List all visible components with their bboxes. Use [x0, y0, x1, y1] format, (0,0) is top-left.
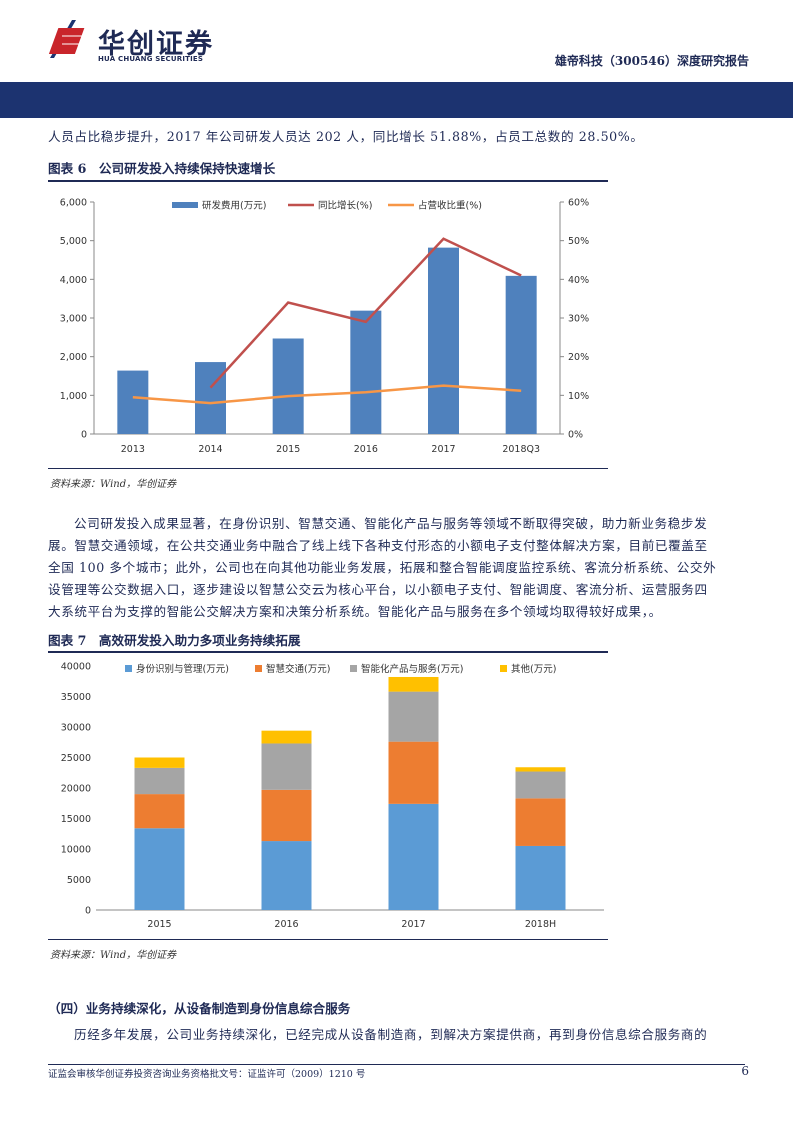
y-left-tick-label: 4,000 [60, 275, 87, 286]
page-number: 6 [741, 1064, 749, 1078]
y-right-tick-label: 0% [568, 430, 583, 441]
y-right-tick-label: 50% [568, 236, 589, 247]
x-tick-label: 2017 [401, 919, 425, 930]
stacked-bar-segment [515, 798, 566, 846]
legend-label: 智能化产品与服务(万元) [361, 663, 463, 675]
y-tick-label: 35000 [61, 692, 91, 703]
stacked-bar-segment [261, 730, 312, 744]
series-line [209, 237, 522, 389]
y-tick-label: 15000 [61, 814, 91, 825]
legend-swatch [500, 665, 507, 672]
legend-label: 同比增长(%) [318, 200, 372, 212]
y-right-tick-label: 10% [568, 391, 589, 402]
intro-line: 人员占比稳步提升，2017 年公司研发人员达 202 人，同比增长 51.88%… [48, 129, 644, 144]
figure7-source: 资料来源：Wind，华创证券 [50, 950, 177, 961]
section-heading: （四）业务持续深化，从设备制造到身份信息综合服务 [48, 1001, 351, 1016]
y-tick-label: 40000 [61, 662, 91, 673]
figure6-top-rule [48, 180, 608, 182]
stacked-bar-segment [134, 794, 185, 829]
y-right-tick-label: 30% [568, 314, 589, 325]
y-left-tick-label: 1,000 [60, 391, 87, 402]
y-tick-label: 0 [85, 906, 91, 917]
y-left-tick-label: 3,000 [60, 314, 87, 325]
y-left-tick-label: 2,000 [60, 352, 87, 363]
section-paragraph: 历经多年发展，公司业务持续深化，已经完成从设备制造商，到解决方案提供商，再到身份… [74, 1027, 708, 1042]
paragraph-line: 大系统平台为支撑的智能公交解决方案和决策分析系统。智能化产品与服务在多个领域均取… [48, 604, 662, 619]
header-band [0, 82, 793, 118]
figure6-chart: 0 1,000 2,000 3,000 4,000 5,000 6,000 0% 10% 20% 3… [60, 198, 589, 456]
logo-subtext: HUA CHUANG SECURITIES [98, 55, 204, 63]
y-tick-label: 5000 [67, 875, 91, 886]
y-tick-label: 25000 [61, 753, 91, 764]
y-right-tick-label: 20% [568, 352, 589, 363]
figure6-title: 图表 6 公司研发投入持续保持快速增长 [48, 161, 276, 176]
y-left-tick-label: 0 [81, 430, 87, 441]
stacked-bar-segment [261, 743, 312, 790]
x-tick-label: 2018Q3 [502, 444, 540, 455]
bar [272, 338, 304, 434]
stacked-bar-segment [388, 676, 439, 692]
footer-rule [48, 1064, 745, 1065]
stacked-bar-segment [134, 757, 185, 768]
logo-icon [48, 20, 90, 58]
bar [117, 370, 149, 434]
figure7-title: 图表 7 高效研发投入助力多项业务持续拓展 [48, 633, 301, 648]
y-right-tick-label: 40% [568, 275, 589, 286]
paragraph-line: 设管理等公交数据入口，逐步建设以智慧公交云为核心平台，以小额电子支付、智能调度、… [48, 582, 708, 597]
x-tick-label: 2014 [198, 444, 222, 455]
logo-text: 华创证券 [98, 29, 214, 60]
x-tick-label: 2016 [274, 919, 298, 930]
legend-swatch [125, 665, 132, 672]
stacked-bar-segment [134, 828, 185, 910]
figure6-source: 资料来源：Wind，华创证券 [50, 479, 177, 490]
x-tick-label: 2018H [525, 919, 556, 930]
y-left-tick-label: 6,000 [60, 198, 87, 209]
stacked-bar-segment [261, 789, 312, 842]
y-tick-label: 10000 [61, 845, 91, 856]
legend-swatch [255, 665, 262, 672]
x-tick-label: 2013 [121, 444, 145, 455]
stacked-bar-segment [388, 691, 439, 742]
stacked-bar-segment [388, 741, 439, 804]
y-right-tick-label: 60% [568, 198, 589, 209]
legend-swatch [172, 202, 198, 208]
legend-swatch [350, 665, 357, 672]
x-tick-label: 2017 [431, 444, 455, 455]
series-line [132, 384, 522, 405]
figure7-top-rule [48, 651, 608, 653]
legend-label: 占营收比重(%) [418, 200, 482, 212]
report-title: 雄帝科技（300546）深度研究报告 [554, 54, 749, 68]
stacked-bar-segment [515, 845, 566, 910]
body-paragraph: 公司研发投入成果显著，在身份识别、智慧交通、智能化产品与服务等领域不断取得突破，… [48, 513, 748, 623]
paragraph-line: 公司研发投入成果显著，在身份识别、智慧交通、智能化产品与服务等领域不断取得突破，… [74, 516, 708, 531]
figure7-chart: 0 5000 10000 15000 20000 25000 30000 35000 40000… [61, 662, 604, 930]
bar [505, 275, 537, 434]
bar [350, 310, 382, 434]
stacked-bar-segment [515, 771, 566, 799]
y-tick-label: 20000 [61, 784, 91, 795]
figure6-bottom-rule [48, 468, 608, 469]
stacked-bar-segment [388, 803, 439, 910]
figure7-bottom-rule [48, 939, 608, 940]
legend-label: 智慧交通(万元) [266, 663, 330, 675]
bar [428, 247, 459, 434]
x-tick-label: 2015 [147, 919, 171, 930]
y-tick-label: 30000 [61, 723, 91, 734]
legend-label: 研发费用(万元) [202, 200, 266, 212]
stacked-bar-segment [515, 767, 566, 772]
stacked-bar-segment [261, 841, 312, 910]
x-tick-label: 2016 [354, 444, 378, 455]
legend-label: 身份识别与管理(万元) [136, 663, 229, 675]
stacked-bar-segment [134, 767, 185, 795]
bar [195, 362, 226, 434]
x-tick-label: 2015 [276, 444, 300, 455]
paragraph-line: 展。智慧交通领域，在公共交通业务中融合了线上线下各种支付形态的小额电子支付整体解… [48, 538, 708, 553]
paragraph-line: 全国 100 多个城市；此外，公司也在向其他功能业务发展，拓展和整合智能调度监控… [48, 560, 717, 575]
y-left-tick-label: 5,000 [60, 236, 87, 247]
footer-license: 证监会审核华创证券投资咨询业务资格批文号：证监许可（2009）1210 号 [48, 1069, 366, 1080]
legend-label: 其他(万元) [511, 663, 556, 675]
